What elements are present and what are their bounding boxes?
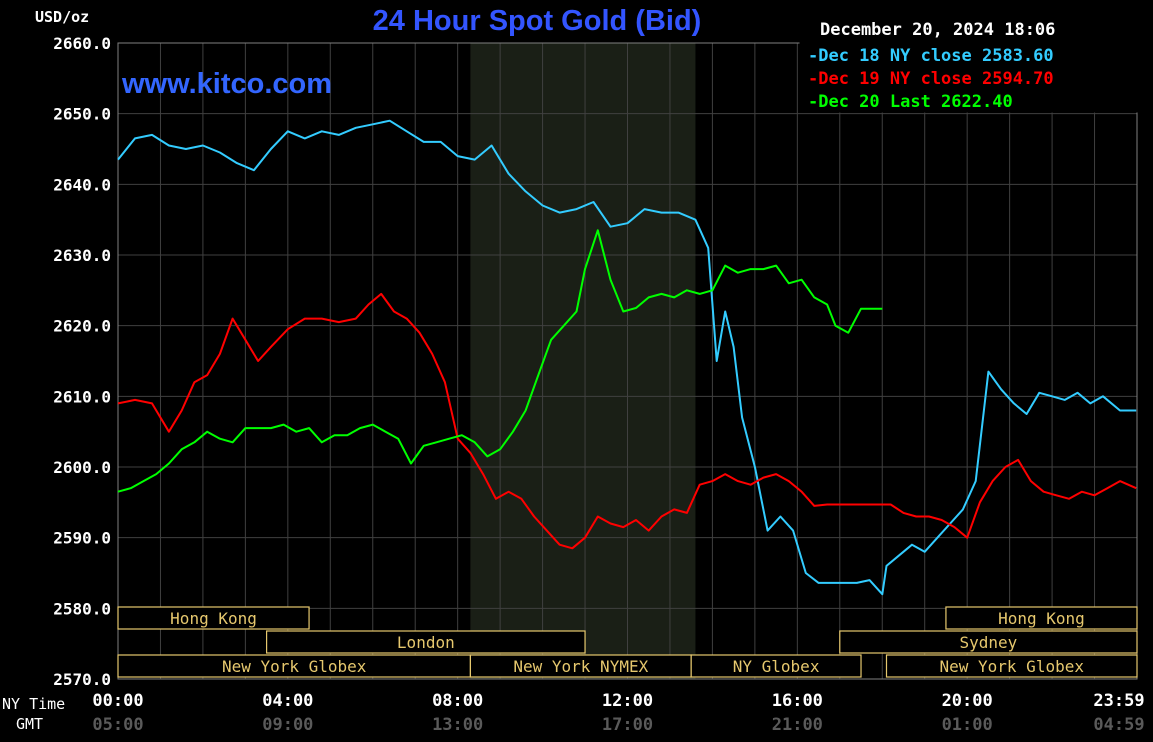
y-tick-label: 2600.0: [53, 458, 111, 477]
x-tick-label-ny: 23:59: [1093, 691, 1144, 711]
x-tick-label-ny: 04:00: [262, 691, 313, 711]
chart-title: 24 Hour Spot Gold (Bid): [373, 5, 702, 37]
session-label: Hong Kong: [998, 609, 1085, 628]
series-line-1: [117, 119, 1137, 596]
timestamp: December 20, 2024 18:06: [820, 20, 1055, 40]
x-tick-label-gmt: 05:00: [92, 715, 143, 735]
y-tick-labels: 2660.0 2650.0 2640.0 2630.0 2620.0 2610.0 2600…: [53, 34, 111, 689]
x-tick-label-gmt: 01:00: [942, 715, 993, 735]
y-tick-label: 2580.0: [53, 599, 111, 618]
session-box: [885, 654, 1138, 678]
session-label: New York NYMEX: [513, 657, 648, 676]
y-tick-label: 2660.0: [53, 34, 111, 53]
y-tick-label: 2650.0: [53, 105, 111, 124]
x-tick-label-ny: 08:00: [432, 691, 483, 711]
y-tick-label: 2620.0: [53, 317, 111, 336]
series-line-3: [117, 229, 883, 493]
session-label: NY Globex: [733, 657, 820, 676]
session-label: New York Globex: [222, 657, 367, 676]
legend-entry: -Dec 18 NY close 2583.60: [808, 46, 1054, 66]
legend: -Dec 18 NY close 2583.60 -Dec 19 NY close…: [799, 41, 1138, 113]
y-tick-label: 2640.0: [53, 175, 111, 194]
kitco-watermark: www.kitco.com: [121, 68, 332, 100]
series-lines: [117, 119, 1137, 596]
session-box: [690, 654, 862, 678]
y-tick-label: 2590.0: [53, 529, 111, 548]
legend-box: [799, 41, 1138, 113]
session-label: London: [397, 633, 455, 652]
x-tick-label-ny: 20:00: [942, 691, 993, 711]
x-tick-label-ny: 00:00: [92, 691, 143, 711]
x-tick-labels: 00:00 05:00 04:00 09:00 08:00 13:00 12:00 17:00…: [92, 691, 1144, 735]
session-label: Sydney: [959, 633, 1017, 652]
y-axis-label: USD/oz: [35, 8, 89, 26]
session-label: Hong Kong: [170, 609, 257, 628]
plot-frame: [117, 42, 1138, 680]
x-tick-label-gmt: 09:00: [262, 715, 313, 735]
gmt-label: GMT: [16, 715, 43, 733]
x-tick-label-gmt: 13:00: [432, 715, 483, 735]
x-tick-label-ny: 16:00: [772, 691, 823, 711]
x-tick-label-gmt: 17:00: [602, 715, 653, 735]
x-tick-label-ny: 12:00: [602, 691, 653, 711]
session-box: [266, 630, 586, 654]
session-box: [945, 606, 1138, 630]
y-tick-label: 2610.0: [53, 387, 111, 406]
y-tick-label: 2630.0: [53, 246, 111, 265]
ny-time-label: NY Time: [2, 695, 65, 713]
x-tick-label-gmt: 04:59: [1093, 715, 1144, 735]
nymex-shaded-region: [470, 43, 696, 679]
session-label: New York Globex: [939, 657, 1084, 676]
trading-sessions: Hong Kong London New York Globex New York N…: [117, 606, 1138, 678]
x-tick-label-gmt: 21:00: [772, 715, 823, 735]
series-line-2: [117, 292, 1137, 550]
session-box: [117, 606, 310, 630]
session-box: [839, 630, 1138, 654]
legend-entry: -Dec 19 NY close 2594.70: [808, 69, 1054, 89]
legend-entry: -Dec 20 Last 2622.40: [808, 92, 1013, 112]
y-tick-label: 2570.0: [53, 670, 111, 689]
